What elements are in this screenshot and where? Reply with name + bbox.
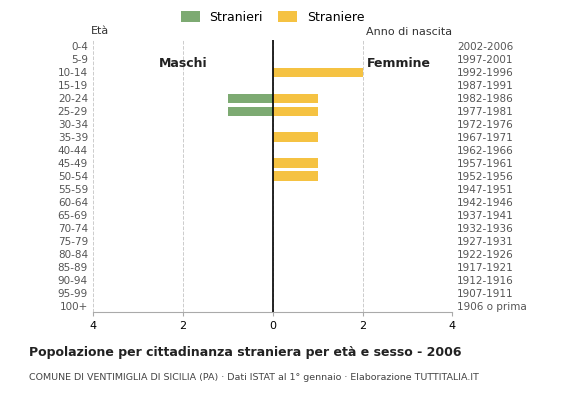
Text: Anno di nascita: Anno di nascita — [367, 27, 452, 37]
Text: Età: Età — [90, 26, 109, 36]
Bar — [228, 94, 273, 103]
Text: COMUNE DI VENTIMIGLIA DI SICILIA (PA) · Dati ISTAT al 1° gennaio · Elaborazione : COMUNE DI VENTIMIGLIA DI SICILIA (PA) · … — [29, 373, 479, 382]
Bar — [273, 94, 318, 103]
Bar — [228, 106, 273, 116]
Text: Popolazione per cittadinanza straniera per età e sesso - 2006: Popolazione per cittadinanza straniera p… — [29, 346, 462, 359]
Text: Maschi: Maschi — [158, 57, 207, 70]
Bar — [273, 68, 362, 77]
Legend: Stranieri, Straniere: Stranieri, Straniere — [181, 11, 364, 24]
Bar — [273, 171, 318, 181]
Text: Femmine: Femmine — [367, 57, 430, 70]
Bar — [273, 158, 318, 168]
Bar — [273, 132, 318, 142]
Bar — [273, 106, 318, 116]
